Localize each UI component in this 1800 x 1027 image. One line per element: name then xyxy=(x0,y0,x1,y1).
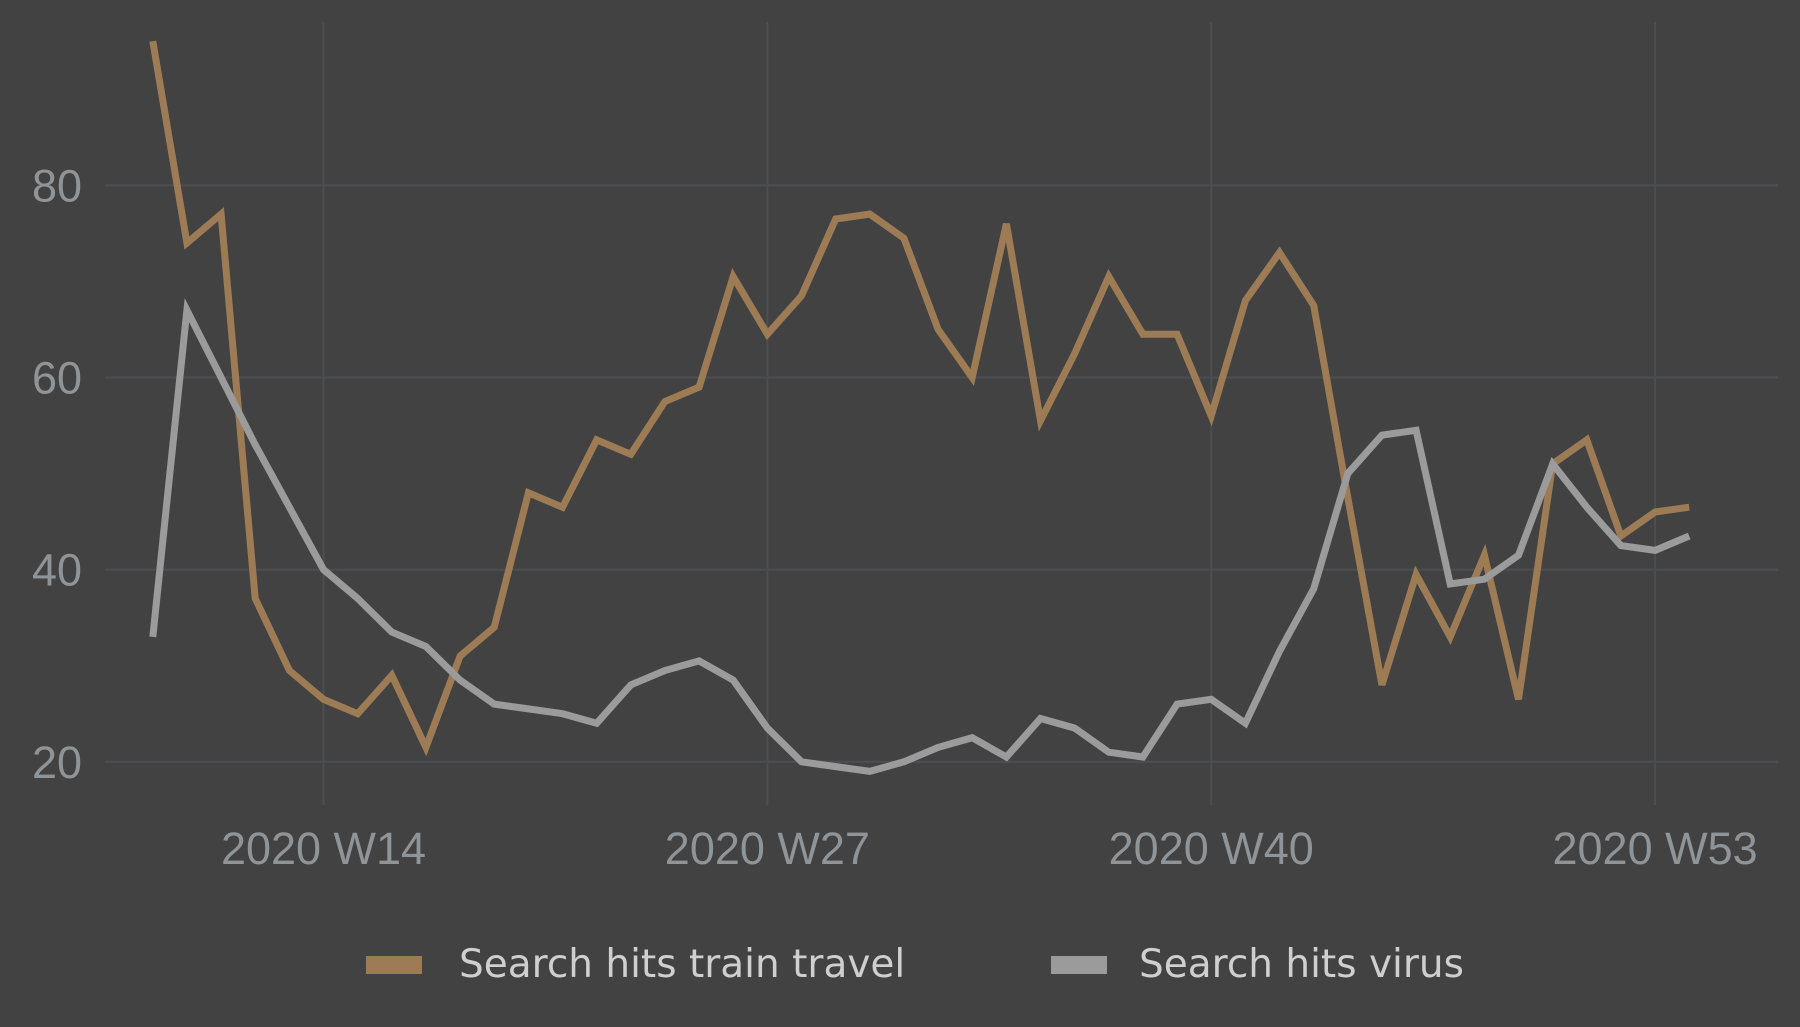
x-axis-tick-labels: 2020 W14 2020 W27 2020 W40 2020 W53 xyxy=(221,823,1758,874)
legend-label-virus: Search hits virus xyxy=(1139,942,1464,987)
series-line-virus xyxy=(149,298,1691,775)
series-line-train-travel xyxy=(149,40,1690,757)
y-axis-tick-labels: 20 40 60 80 xyxy=(32,160,82,787)
y-gridlines xyxy=(105,184,1778,763)
x-tick-label-40: 2020 W40 xyxy=(1109,823,1314,874)
legend-label-train-travel: Search hits train travel xyxy=(459,942,905,987)
y-tick-label-20: 20 xyxy=(32,737,82,788)
legend-item-virus: Search hits virus xyxy=(1051,942,1464,987)
legend-item-train-travel: Search hits train travel xyxy=(366,942,905,987)
legend-swatch-train-travel xyxy=(366,956,422,974)
legend-swatch-virus xyxy=(1051,956,1107,974)
x-tick-label-53: 2020 W53 xyxy=(1553,823,1758,874)
y-tick-label-60: 60 xyxy=(32,352,82,403)
series-lines xyxy=(149,40,1691,775)
y-tick-label-80: 80 xyxy=(32,160,82,211)
x-tick-label-14: 2020 W14 xyxy=(221,823,426,874)
x-tick-label-27: 2020 W27 xyxy=(665,823,870,874)
legend: Search hits train travel Search hits vir… xyxy=(366,942,1464,987)
y-tick-label-40: 40 xyxy=(32,545,82,596)
